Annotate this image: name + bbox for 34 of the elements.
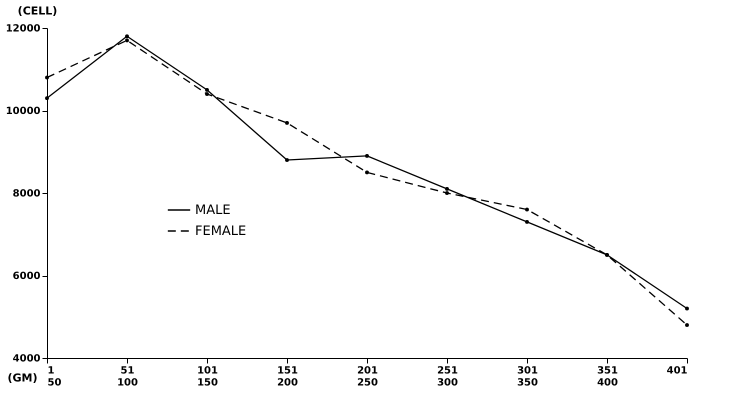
point (285, 120, 289, 125)
x-tick-label: 1 50 (48, 366, 62, 388)
point (525, 220, 529, 224)
y-tick-label: 8000 (12, 188, 41, 200)
y-tick-label: 4000 (12, 354, 41, 364)
x-tick-label: 51 100 (117, 366, 138, 388)
y-tick-label: 12000 (6, 24, 41, 34)
x-tick-label: 251 300 (437, 366, 458, 388)
point (285, 158, 289, 162)
x-tick-label: 351 400 (597, 366, 618, 388)
y-tick-label: 6000 (12, 271, 41, 282)
point (205, 88, 209, 92)
point (125, 38, 129, 42)
point (365, 170, 369, 174)
point (45, 96, 49, 100)
point (365, 154, 369, 158)
point (445, 191, 449, 195)
legend-label: FEMALE (195, 224, 246, 239)
point (125, 34, 129, 38)
point (45, 76, 49, 80)
x-tick-label: 201 250 (357, 366, 378, 388)
legend-label: MALE (195, 203, 231, 218)
x-tick-label: 301 350 (517, 366, 538, 388)
point (685, 323, 689, 327)
x-axis-title: (GM) (8, 372, 38, 384)
point (445, 186, 449, 191)
point (205, 92, 209, 96)
x-tick-label: 101 150 (197, 366, 218, 388)
y-axis-title: (CELL) (18, 4, 58, 18)
point (525, 208, 529, 212)
x-tick-label: 401 (666, 366, 688, 376)
x-tick-label: 151 200 (277, 366, 298, 388)
y-tick-label: 10000 (6, 106, 41, 117)
point (685, 306, 689, 310)
